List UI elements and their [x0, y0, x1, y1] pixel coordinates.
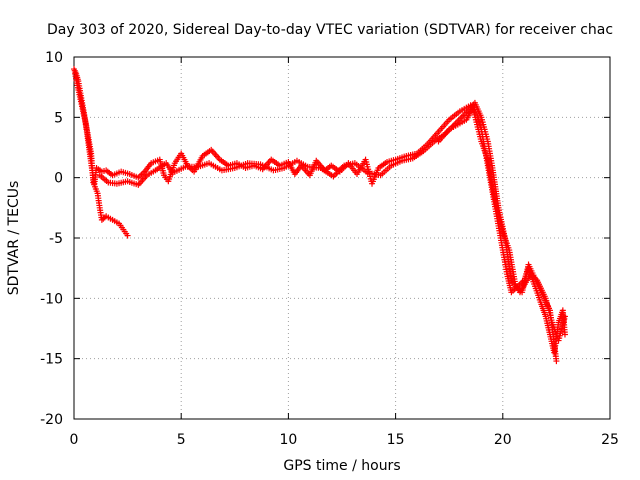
y-tick-label: 10 — [45, 50, 63, 66]
y-tick-label: -20 — [40, 412, 63, 428]
x-tick-label: 0 — [70, 432, 79, 448]
x-axis-label: GPS time / hours — [283, 458, 400, 474]
data-marks — [71, 66, 568, 365]
data-series — [71, 66, 568, 356]
y-axis-label: SDTVAR / TECUs — [6, 181, 22, 296]
data-series — [72, 70, 131, 239]
x-tick-label: 5 — [177, 432, 186, 448]
x-tick-label: 25 — [601, 432, 619, 448]
data-point — [561, 331, 568, 338]
x-tick-labels: 0 5 10 15 20 25 — [70, 432, 619, 448]
data-point — [553, 358, 560, 365]
chart-title: Day 303 of 2020, Sidereal Day-to-day VTE… — [47, 22, 613, 38]
x-tick-label: 20 — [494, 432, 512, 448]
y-tick-label: 0 — [54, 171, 63, 187]
y-tick-label: 5 — [54, 110, 63, 126]
y-tick-label: -10 — [40, 291, 63, 307]
x-tick-label: 10 — [279, 432, 297, 448]
data-point — [561, 313, 568, 320]
data-series — [435, 104, 560, 365]
y-tick-labels: -20 -15 -10 -5 0 5 10 — [40, 50, 63, 428]
data-point — [124, 232, 131, 239]
axis-ticks — [73, 56, 611, 420]
x-tick-label: 15 — [387, 432, 405, 448]
y-tick-label: -15 — [40, 352, 63, 368]
y-tick-label: -5 — [49, 231, 63, 247]
grid — [74, 57, 610, 419]
